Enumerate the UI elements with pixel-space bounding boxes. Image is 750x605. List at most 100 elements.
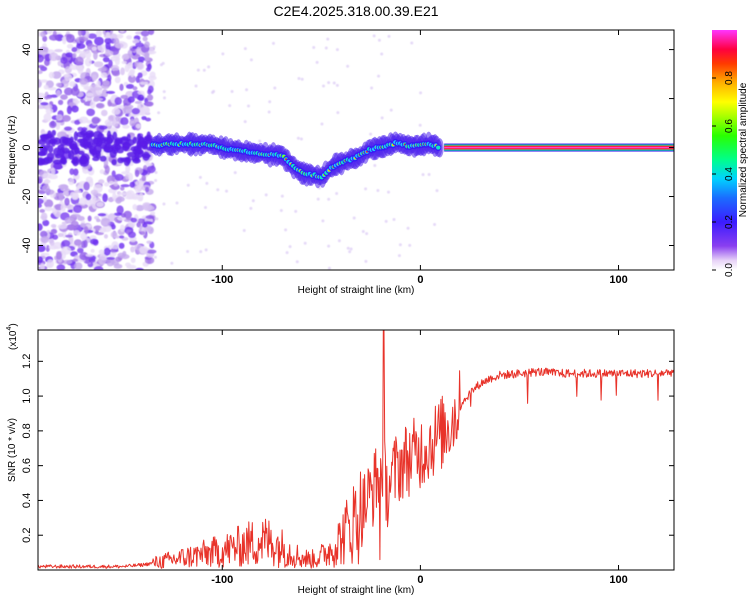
spectrogram-faint-dot [397,254,401,258]
spectrogram-faint-dot [225,189,229,193]
spectrogram-noise-blob [74,56,84,65]
spectrogram-noise-blob [84,57,92,67]
spectrogram-noise-blob [130,217,138,223]
colorbar: 0.0 0.2 0.4 0.6 0.8 Normalized spectral ampl… [712,30,749,277]
spectrogram-noise-blob [91,46,97,51]
spectrogram-faint-dot [243,47,247,51]
spectrogram-noise-blob [89,199,95,204]
spectrogram-noise-blob [136,46,141,55]
spectrogram-noise-blob [43,179,51,184]
spectrogram-noise-blob [56,251,62,260]
spectrogram-noise-blob [100,217,111,227]
spectrogram-noise-core [51,129,56,137]
spectrogram-noise-core [45,137,51,148]
spectrogram-faint-dot [316,197,320,201]
spectrogram-faint-dot [299,137,303,141]
spectrogram-faint-dot [154,171,158,175]
spectrogram-noise-blob [84,86,91,91]
spectrogram-noise-blob [84,225,89,235]
spectrogram-noise-blob [120,117,129,126]
top-y-tick-label: -20 [21,189,33,205]
spectrogram-noise-blob [99,169,105,175]
top-x-ticks: -100 0 100 [211,30,628,286]
bottom-y-ticks: 0.2 0.4 0.6 0.8 1.0 1.2 [21,354,674,543]
spectrogram-noise-blob [140,30,150,37]
spectrogram-noise-blob [144,51,150,60]
spectrogram-faint-dot [389,108,393,112]
spectrogram-noise-blob [64,217,75,224]
spectrogram-noise-blob [104,165,110,174]
spectrogram-noise-blob [106,256,116,260]
colorbar-tick-label: 0.2 [724,215,735,229]
spectrogram-noise-blob [85,253,94,257]
spectrogram-noise-core [104,142,111,152]
spectrogram-noise-blob [127,96,135,103]
spectrogram-faint-dot [335,83,339,87]
spectrogram-faint-dot [264,193,268,197]
spectrogram-faint-dot [361,230,365,234]
spectrogram-faint-dot [337,239,341,243]
spectrogram-faint-dot [364,259,368,263]
spectrogram-noise-core [134,157,140,163]
spectrogram-noise-blob [116,33,124,39]
spectrogram-faint-dot [327,197,331,201]
spectrogram-noise-blob [50,167,56,175]
spectrogram-noise-blob [57,233,64,238]
spectrogram-faint-dot [398,243,402,247]
spectrogram-noise-blob [107,74,112,82]
spectrogram-noise-blob [132,86,138,91]
spectrogram-noise-blob [43,113,52,122]
colorbar-tick-label: 0.6 [724,119,735,133]
spectrogram-faint-dot [221,52,225,56]
spectrogram-noise-blob [135,204,145,212]
spectrogram-noise-core [38,151,46,157]
spectrogram-faint-dot [245,88,249,92]
colorbar-label: Normalized spectral amplitude [738,82,749,217]
spectrogram-faint-dot [435,189,439,193]
spectrogram-noise-blob [112,120,119,128]
spectrogram-faint-dot [327,81,331,85]
line-band-peak [444,146,674,149]
spectrogram-noise-blob [65,52,73,58]
spectrogram-noise-blob [79,50,87,57]
spectrogram-noise-blob [103,247,111,256]
top-y-ticks: -40 -20 0 20 40 [21,43,674,253]
spectrogram-noise-core [89,131,94,138]
spectrogram-noise-blob [80,232,88,240]
spectrogram-noise-blob [122,124,130,129]
spectrogram-noise-blob [111,70,121,77]
spectrogram-noise-core [141,153,152,159]
spectrogram-faint-dot [373,163,377,167]
spectrogram-faint-dot [271,41,275,45]
top-x-tick-label: -100 [211,274,233,286]
spectrogram-noise-blob [146,94,154,101]
spectrogram-noise-blob [120,186,125,191]
spectrogram-noise-blob [48,245,58,250]
spectrogram-noise-blob [60,203,66,213]
spectrogram-faint-dot [335,191,339,195]
spectrogram-noise-core [79,130,88,136]
spectrogram-faint-dot [348,250,352,254]
spectrogram-noise-blob [111,108,121,115]
spectrogram-noise-blob [43,84,49,90]
spectrogram-noise-blob [73,204,83,214]
spectrogram-noise-blob [120,67,125,76]
spectrogram-noise-blob [129,181,136,188]
spectrogram-noise-blob [86,92,94,97]
y-scale-multiplier: (x104) [6,323,19,350]
spectrogram-noise-blob [107,114,117,122]
spectrogram-noise-blob [42,172,52,179]
spectrogram-faint-dot [194,84,198,88]
spectrogram-faint-dot [369,132,373,136]
spectrogram-noise-blob [101,109,108,117]
spectrogram-noise-blob [130,246,135,253]
spectrogram-noise-blob [135,180,144,186]
spectrogram-noise-blob [141,115,147,121]
spectrogram-noise-blob [134,100,142,105]
spectrogram-noise-blob [104,37,112,45]
top-x-axis-label: Height of straight line (km) [298,285,415,296]
spectrogram-noise-core [39,157,50,166]
spectrogram-noise-blob [102,193,108,203]
spectrogram-noise-blob [88,258,96,263]
spectrogram-faint-dot [419,91,423,95]
